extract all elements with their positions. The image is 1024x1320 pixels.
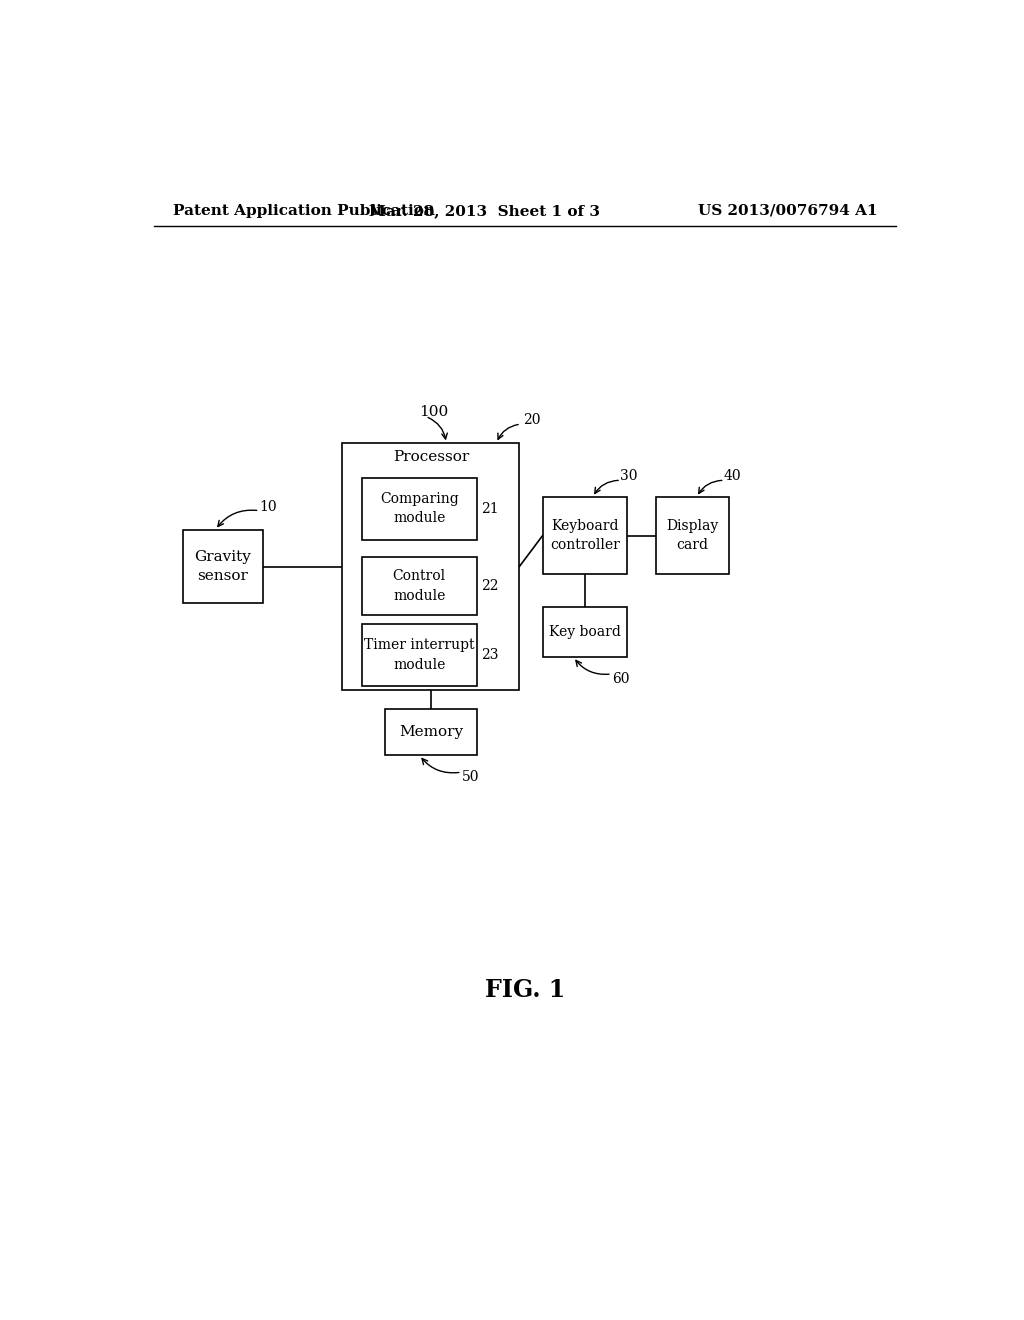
Text: Memory: Memory [398,725,463,739]
Text: 40: 40 [723,469,740,483]
Text: Display
card: Display card [667,519,719,553]
Bar [342,444,519,689]
Text: Mar. 28, 2013  Sheet 1 of 3: Mar. 28, 2013 Sheet 1 of 3 [370,203,600,218]
Text: FIG. 1: FIG. 1 [484,978,565,1002]
Text: 20: 20 [523,413,541,428]
Text: Patent Application Publication: Patent Application Publication [173,203,435,218]
Text: 100: 100 [419,405,449,420]
Text: Comparing
module: Comparing module [380,492,459,525]
Text: 22: 22 [481,578,499,593]
Text: Keyboard
controller: Keyboard controller [550,519,620,553]
Text: Control
module: Control module [393,569,445,602]
Bar [361,557,477,615]
Text: 60: 60 [611,672,630,685]
Bar [361,478,477,540]
Text: 23: 23 [481,648,499,663]
Text: 30: 30 [620,469,637,483]
Text: US 2013/0076794 A1: US 2013/0076794 A1 [697,203,878,218]
Text: Gravity
sensor: Gravity sensor [195,549,252,583]
Bar [361,624,477,686]
Bar [543,607,628,657]
Text: 21: 21 [481,502,499,516]
Bar [543,498,628,574]
Text: 10: 10 [259,500,278,513]
Text: Timer interrupt
module: Timer interrupt module [365,639,474,672]
Text: 50: 50 [462,770,479,784]
Bar [385,709,477,755]
Bar [182,529,263,603]
Text: Key board: Key board [549,624,621,639]
Bar [656,498,729,574]
Text: Processor: Processor [393,450,469,465]
